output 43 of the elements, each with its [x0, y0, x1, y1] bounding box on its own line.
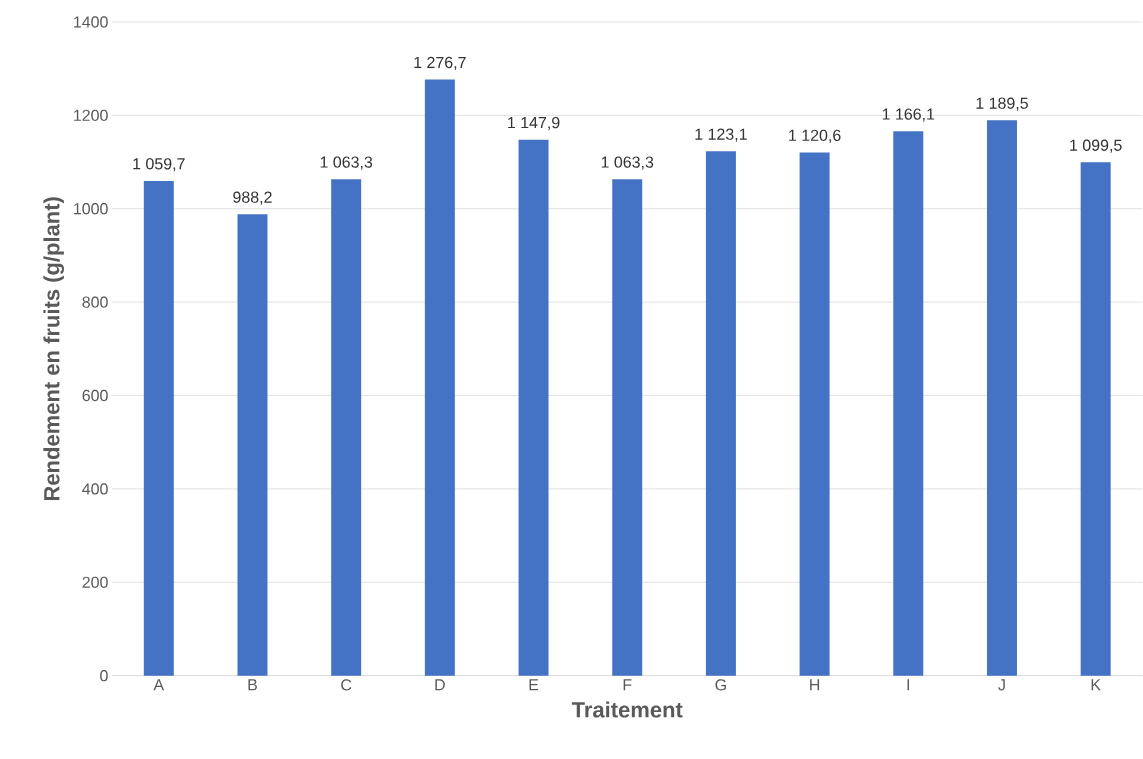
- y-tick-label: 1000: [74, 203, 108, 215]
- y-tick-label: 400: [82, 483, 108, 495]
- x-tick-label: C: [341, 679, 352, 691]
- y-tick-label: 200: [82, 576, 108, 589]
- bar: [424, 79, 455, 676]
- data-label: 1 147,9: [508, 117, 560, 131]
- y-tick-label: 600: [82, 390, 108, 402]
- data-label: 988,2: [233, 191, 272, 205]
- x-axis-title: Traitement: [571, 701, 683, 718]
- data-label: 1 099,5: [1070, 139, 1122, 153]
- data-label: 1 063,3: [601, 156, 654, 170]
- bar: [331, 179, 362, 676]
- data-label: 1 120,6: [789, 129, 841, 144]
- y-tick-label: 0: [100, 670, 108, 682]
- bar: [518, 139, 549, 676]
- x-tick-label: I: [907, 679, 910, 691]
- y-tick-label: 1200: [74, 109, 108, 122]
- data-label: 1 276,7: [414, 56, 466, 71]
- x-tick-label: A: [153, 679, 165, 691]
- data-label: 1 059,7: [133, 158, 185, 172]
- bar: [705, 151, 736, 676]
- bar: [893, 131, 924, 676]
- bar: [1080, 162, 1111, 676]
- x-tick-label: G: [715, 679, 726, 691]
- x-tick-label: B: [248, 679, 257, 691]
- bar: [986, 120, 1017, 676]
- y-axis-title: Rendement en fruits (g/plant): [43, 197, 64, 501]
- x-tick-label: K: [1091, 679, 1101, 691]
- y-tick-label: 800: [82, 296, 108, 308]
- x-tick-label: J: [998, 679, 1005, 691]
- data-label: 1 189,5: [976, 97, 1028, 111]
- bar: [237, 214, 268, 676]
- bar: [143, 181, 174, 676]
- x-tick-label: D: [435, 679, 445, 691]
- data-label: 1 166,1: [882, 108, 935, 122]
- data-label: 1 063,3: [320, 156, 373, 170]
- x-tick-label: E: [529, 679, 539, 691]
- bar: [612, 179, 643, 676]
- x-tick-label: F: [623, 679, 632, 691]
- data-label: 1 123,1: [695, 128, 747, 142]
- y-tick-label: 1400: [74, 16, 108, 28]
- x-tick-label: H: [810, 679, 820, 691]
- bar: [799, 152, 830, 676]
